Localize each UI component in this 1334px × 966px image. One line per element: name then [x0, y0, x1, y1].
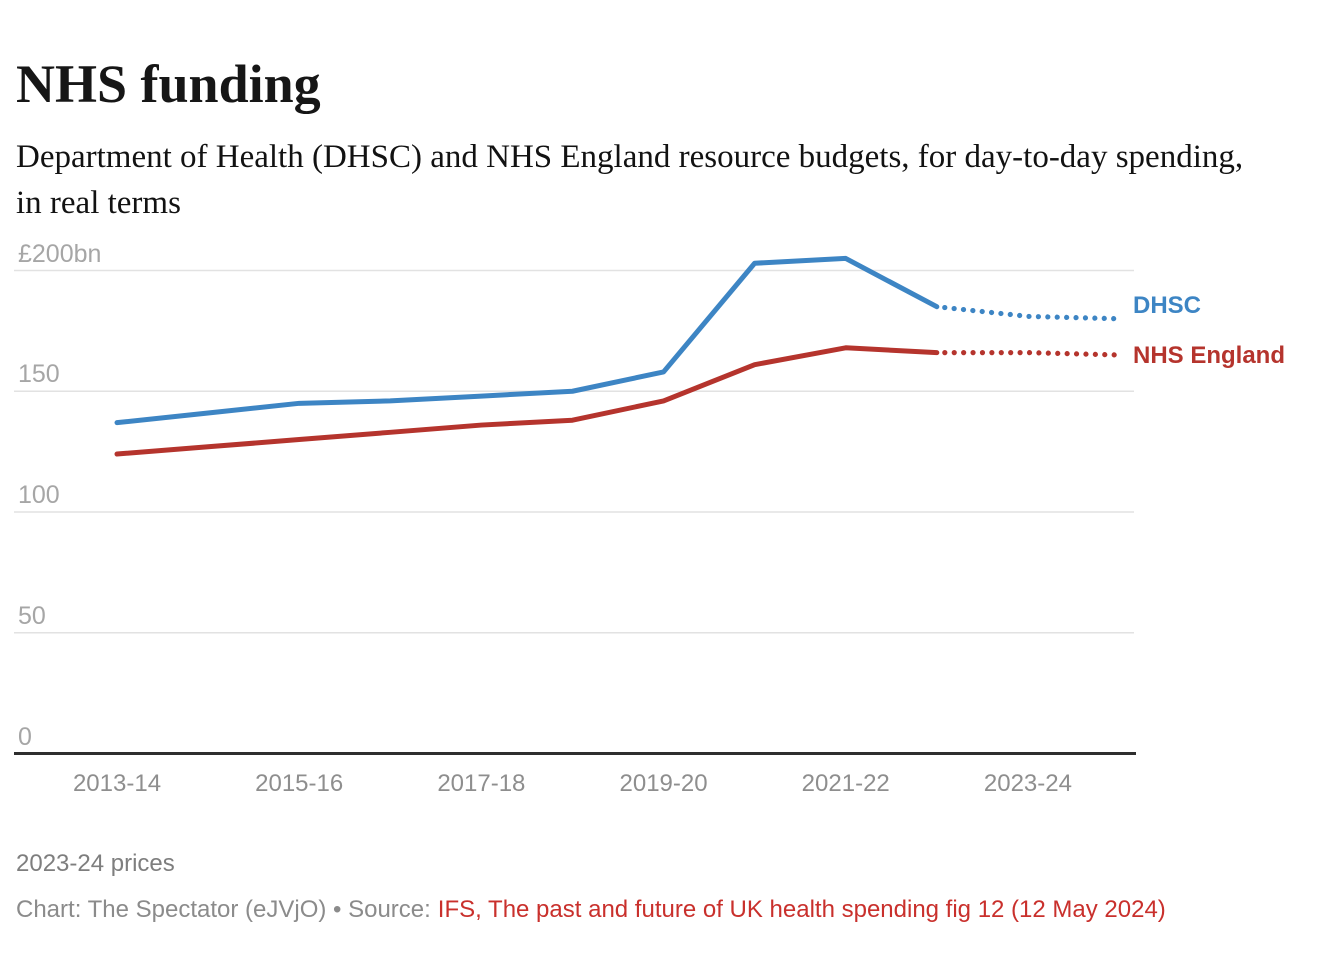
y-tick-label: 0	[18, 722, 32, 751]
x-tick-label: 2015-16	[255, 770, 344, 797]
source-link[interactable]: IFS, The past and future of UK health sp…	[437, 896, 1166, 923]
footnote: 2023-24 prices	[16, 850, 175, 877]
chart-credit: Chart: The Spectator (eJVjO) • Source:	[16, 896, 431, 923]
series-projection-nhs-england	[934, 350, 1122, 358]
series-projection-dhsc	[934, 304, 1122, 322]
series-label-nhs-england: NHS England	[1133, 342, 1286, 370]
series-line-dhsc	[114, 255, 940, 426]
series-line-nhs-england	[114, 345, 940, 457]
chart-title: NHS funding	[16, 54, 321, 115]
series-label-dhsc: DHSC	[1133, 291, 1202, 319]
chart-subtitle: Department of Health (DHSC) and NHS Engl…	[16, 139, 1244, 221]
x-tick-label: 2023-24	[983, 770, 1072, 797]
y-tick-label: 150	[18, 360, 60, 389]
x-tick-label: 2017-18	[437, 770, 526, 797]
attribution-line: Chart: The Spectator (eJVjO) • Source: IF…	[16, 896, 1166, 924]
y-tick-label: 50	[18, 601, 46, 630]
y-tick-label: 100	[18, 481, 60, 509]
x-tick-label: 2013-14	[72, 770, 162, 797]
x-tick-label: 2019-20	[619, 770, 708, 797]
y-tick-label: £200bn	[18, 239, 102, 268]
x-tick-label: 2021-22	[801, 770, 890, 797]
